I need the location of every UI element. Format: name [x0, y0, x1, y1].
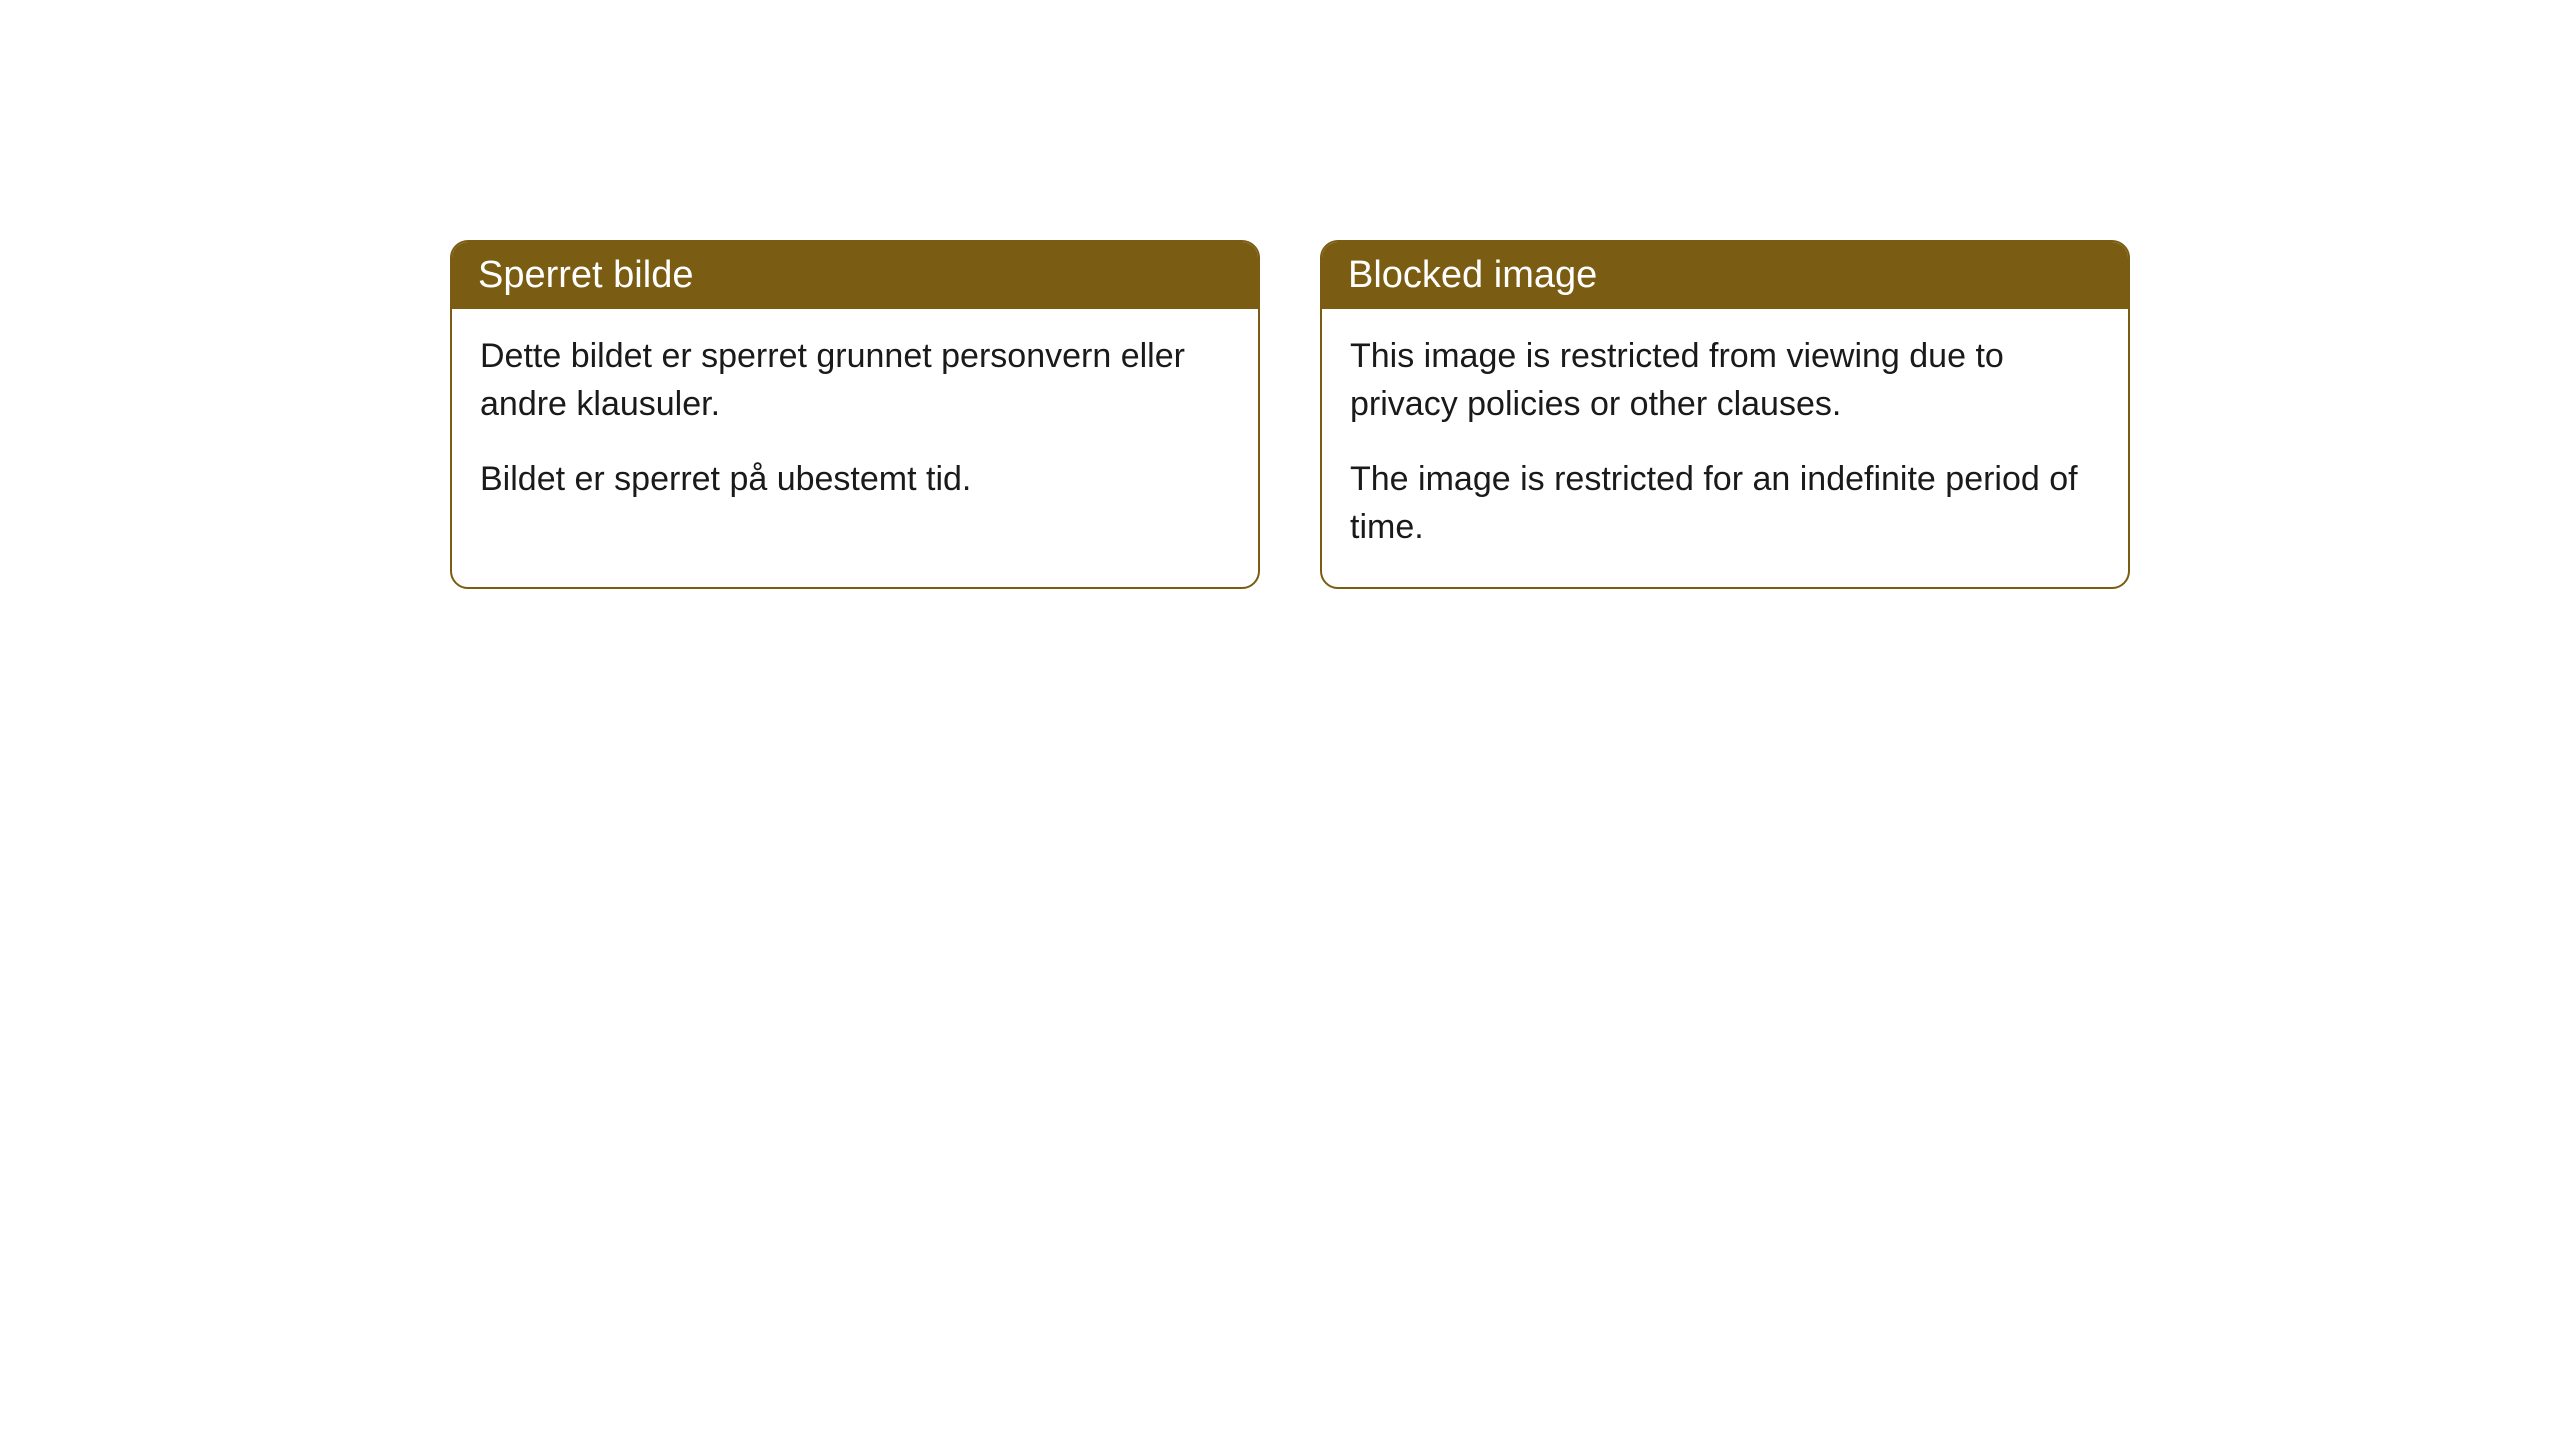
notice-paragraph: Bildet er sperret på ubestemt tid.	[480, 456, 1230, 504]
notice-paragraph: Dette bildet er sperret grunnet personve…	[480, 333, 1230, 428]
notice-header-norwegian: Sperret bilde	[452, 242, 1258, 309]
notice-header-english: Blocked image	[1322, 242, 2128, 309]
notice-body-norwegian: Dette bildet er sperret grunnet personve…	[452, 309, 1258, 540]
notice-paragraph: This image is restricted from viewing du…	[1350, 333, 2100, 428]
notice-body-english: This image is restricted from viewing du…	[1322, 309, 2128, 587]
notices-container: Sperret bilde Dette bildet er sperret gr…	[450, 240, 2130, 589]
notice-paragraph: The image is restricted for an indefinit…	[1350, 456, 2100, 551]
notice-box-english: Blocked image This image is restricted f…	[1320, 240, 2130, 589]
notice-box-norwegian: Sperret bilde Dette bildet er sperret gr…	[450, 240, 1260, 589]
